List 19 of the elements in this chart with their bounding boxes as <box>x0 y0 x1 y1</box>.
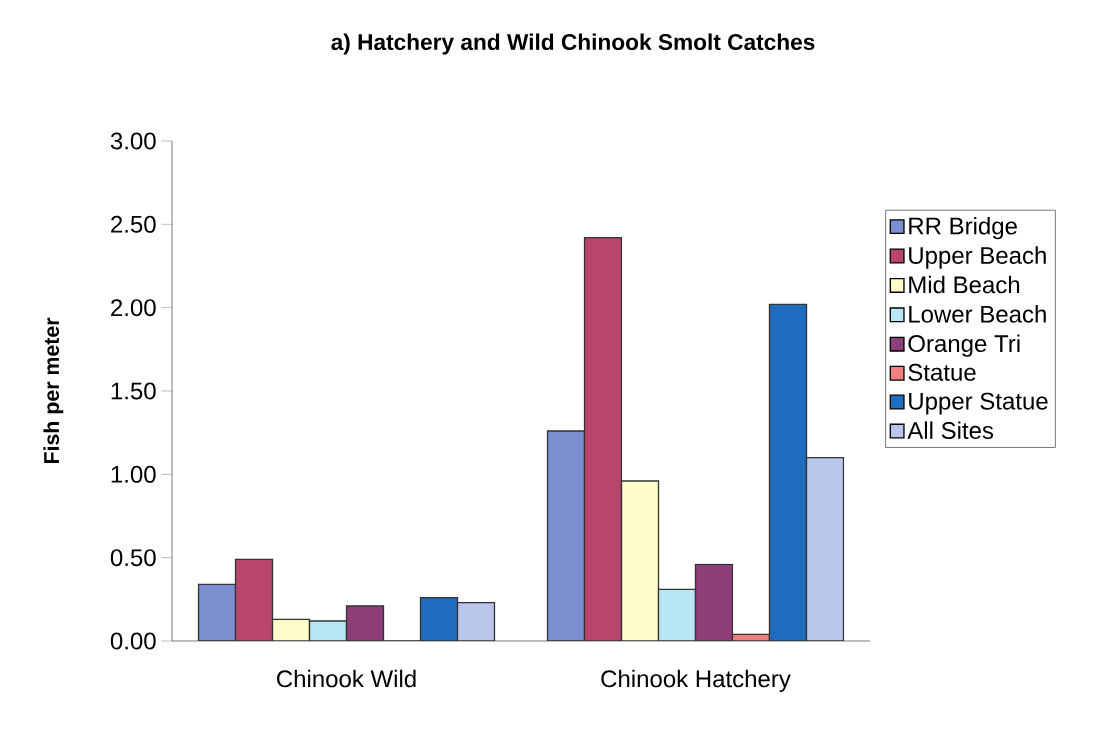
y-tick-label: 1.00 <box>111 465 156 483</box>
legend-label: All Sites <box>907 421 994 440</box>
chart-title: a) Hatchery and Wild Chinook Smolt Catches <box>331 33 815 55</box>
legend-label: RR Bridge <box>909 216 1017 240</box>
y-axis-title: Fish per meter <box>43 317 64 464</box>
y-tick-label: 2.00 <box>111 299 156 317</box>
legend-label: Orange Tri <box>908 334 1020 357</box>
y-tick-label: 1.50 <box>111 382 156 400</box>
x-tick-label: Chinook Wild <box>277 669 416 688</box>
legend-label: Mid Beach <box>909 275 1020 294</box>
y-tick-label: 3.00 <box>110 132 156 150</box>
y-tick-label: 0.00 <box>110 632 156 650</box>
y-tick-label: 2.50 <box>111 215 156 233</box>
legend-label: Statue <box>908 363 976 381</box>
legend-label: Upper Statue <box>909 392 1048 415</box>
legend-label: Upper Beach <box>909 246 1046 269</box>
x-tick-label: Chinook Hatchery <box>601 669 791 693</box>
y-tick-label: 0.50 <box>110 549 156 567</box>
legend-label: Lower Beach <box>909 305 1046 323</box>
